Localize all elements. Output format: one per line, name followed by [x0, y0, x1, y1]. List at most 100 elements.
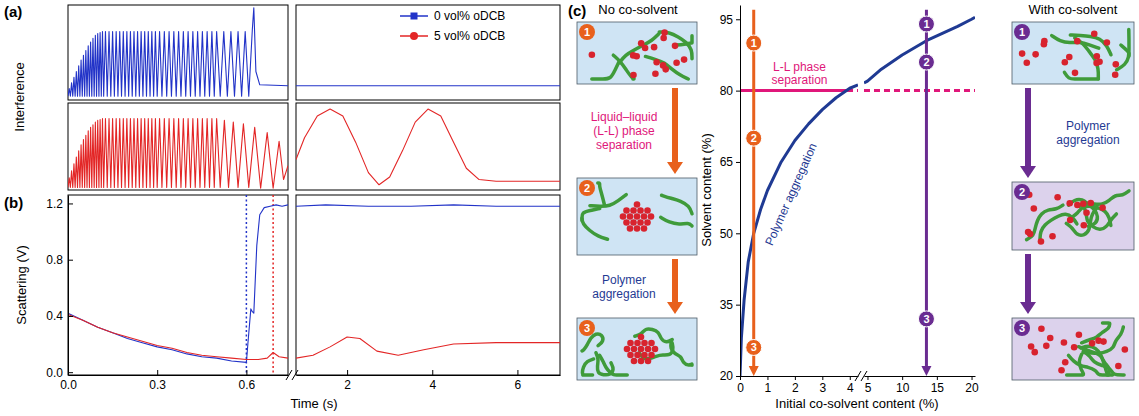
tick: 1 [765, 376, 772, 395]
transition-label-line: Liquid–liquid [591, 110, 658, 124]
step-number: 1 [584, 26, 590, 38]
tick-mark [347, 370, 348, 375]
tick-label: 1 [765, 381, 772, 395]
box-background [1012, 22, 1134, 84]
data-line [68, 205, 288, 363]
tick-mark [902, 376, 903, 380]
small-molecule [1072, 70, 1079, 77]
small-molecule [641, 213, 648, 220]
polymer-chain [596, 353, 613, 375]
step-number: 2 [1019, 186, 1025, 198]
small-molecule [1066, 200, 1073, 207]
small-molecule [638, 358, 645, 365]
tick-label: 50 [720, 227, 734, 241]
small-molecule [652, 71, 659, 78]
panel-label: (c) [568, 2, 586, 19]
data-line [296, 205, 560, 206]
tick-label: 5 [865, 381, 872, 395]
small-molecule [1091, 30, 1098, 37]
step-marker [918, 311, 934, 327]
small-molecule [652, 346, 659, 353]
tick-mark [850, 376, 851, 380]
x-axis: 2 4 6 [297, 370, 561, 392]
tick-mark [736, 162, 740, 163]
polymer-chain [590, 195, 626, 207]
small-molecule [623, 219, 630, 226]
curve-label: Polymer aggregation [762, 141, 820, 248]
tick-mark [736, 376, 740, 377]
reference-line [740, 89, 847, 92]
small-molecule [1080, 200, 1087, 207]
small-molecule [1067, 217, 1074, 224]
small-molecule [648, 352, 655, 359]
tick-label: 0.6 [239, 378, 256, 392]
plot-marks [68, 8, 288, 96]
small-molecule [1095, 337, 1102, 344]
tick-label: 4 [847, 381, 854, 395]
small-molecule [1062, 359, 1069, 366]
legend-label: 5 vol% oDCB [434, 29, 505, 43]
small-molecule [641, 352, 648, 359]
small-molecule [634, 340, 641, 347]
small-molecule [660, 62, 667, 69]
tick-label: 6 [515, 378, 522, 392]
small-molecule [1031, 349, 1038, 356]
tick-mark [68, 260, 73, 261]
polymer-chain [582, 219, 608, 240]
tick-label: 3 [819, 381, 826, 395]
tick-mark [736, 91, 740, 92]
tick-label: 0.8 [46, 253, 63, 267]
axis-line [297, 375, 561, 376]
x-axis: 0.00.30.6 [60, 370, 288, 392]
schematic-box: 1 [577, 22, 697, 84]
small-molecule [638, 346, 645, 353]
tick-label: 15 [931, 381, 945, 395]
tick: 0 [737, 376, 744, 395]
transition-label-line: (L-L) phase [593, 124, 655, 138]
tick-label: 20 [720, 369, 734, 383]
tick: 2 [792, 376, 799, 395]
polymer-chain [635, 329, 672, 342]
step-marker [918, 16, 934, 32]
small-molecule [1038, 325, 1045, 332]
tick-label: 0.3 [149, 378, 166, 392]
y-axis: 203550658095 [720, 6, 741, 384]
box-background [1012, 318, 1134, 380]
small-molecule [1122, 346, 1129, 353]
small-molecule [1062, 59, 1069, 66]
polymer-chain [592, 61, 620, 79]
tick-mark [432, 370, 433, 375]
polymer-chain [662, 195, 692, 213]
step-badge [579, 320, 595, 336]
small-molecule [638, 334, 645, 341]
small-molecule [1074, 38, 1081, 45]
schematic-arrow [672, 88, 678, 162]
axis-line [69, 375, 289, 376]
y-axis-title: Interference [12, 62, 27, 131]
tick: 4 [847, 376, 854, 395]
tick-label: 2 [344, 378, 351, 392]
schematic-arrow [1025, 88, 1031, 166]
tick: 5 [865, 376, 872, 395]
tick-label: 0.4 [46, 309, 63, 323]
x-axis-title: Initial co-solvent content (%) [775, 396, 938, 411]
tick: 4 [429, 370, 436, 392]
axis-break [286, 370, 292, 380]
small-molecule [627, 225, 634, 232]
tick-label: 1.2 [46, 197, 63, 211]
column-title: No co-solvent [598, 2, 678, 17]
tick: 1.2 [46, 197, 73, 211]
step-number: 3 [1019, 322, 1025, 334]
tick: 0.8 [46, 253, 73, 267]
transition-label: Polymeraggregation [1056, 119, 1119, 147]
small-molecule [1115, 363, 1122, 370]
tick: 65 [720, 155, 740, 169]
step-marker [918, 54, 934, 70]
plot-marks [296, 109, 560, 185]
tick: 10 [896, 376, 910, 395]
small-molecule [627, 352, 634, 359]
step-number: 1 [1019, 26, 1025, 38]
step-label: 1 [751, 37, 757, 49]
small-molecule [630, 207, 637, 214]
transition-label-line: Polymer [1066, 119, 1110, 133]
